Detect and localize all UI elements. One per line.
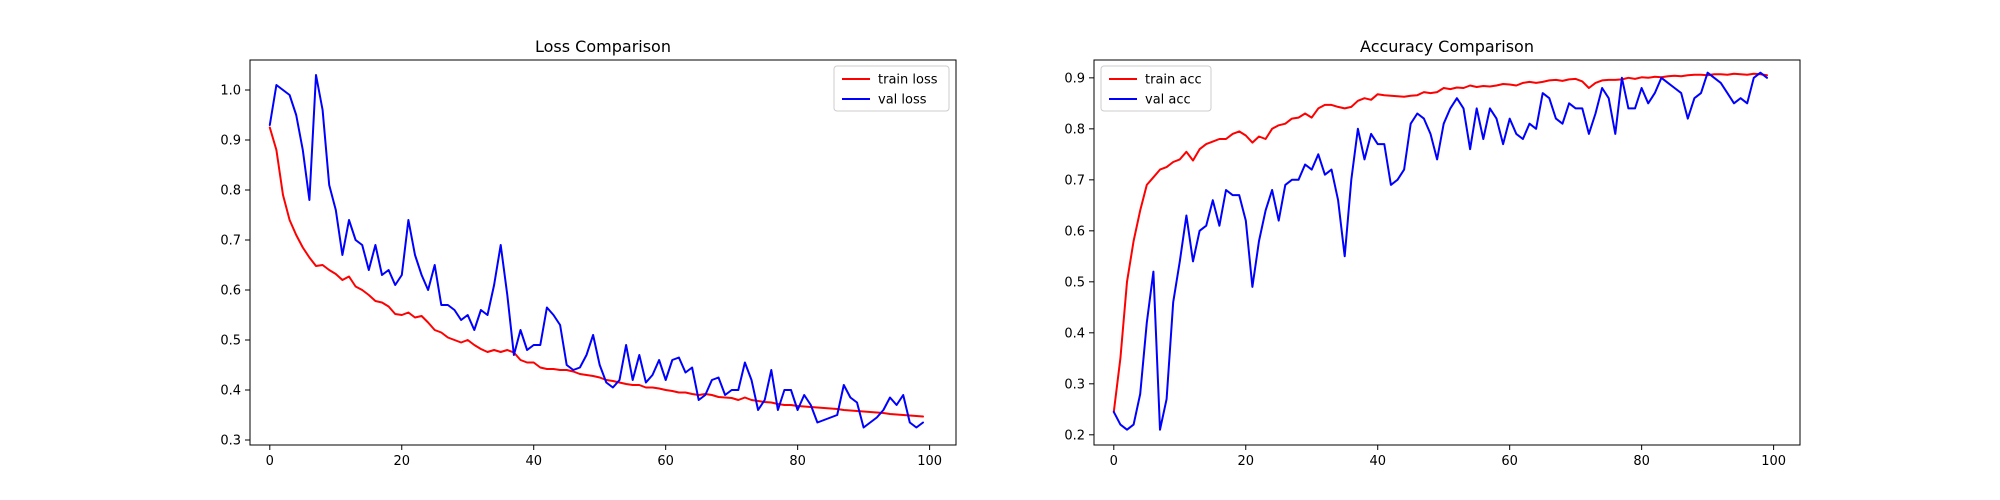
accuracy-comparison-chart: Accuracy Comparison 0 20 40 60 80 100 0.2 0.3 0.…	[1064, 37, 1801, 469]
x-tick-label: 20	[393, 454, 410, 469]
loss-comparison-chart: Loss Comparison 0 20 40 60 80 100 0.3 0.4 0.5 0.6…	[220, 37, 957, 470]
axes-frame	[1093, 59, 1801, 446]
x-tick-label: 40	[525, 454, 542, 469]
y-tick-label: 0.5	[1064, 275, 1085, 290]
x-tick-label: 40	[1369, 454, 1386, 469]
x-tick-label: 100	[917, 454, 942, 469]
y-tick-label: 0.7	[1064, 173, 1085, 188]
y-tick-label: 0.6	[1064, 224, 1085, 239]
y-tick-label: 0.5	[220, 334, 241, 349]
tick-group: 0 20 40 60 80 100 0.2 0.3 0.4 0.5 0.6 0.7 0.8 0.9	[1064, 71, 1786, 469]
tick-group: 0 20 40 60 80 100 0.3 0.4 0.5 0.6 0.7 0.8 0.9 1.0	[220, 84, 942, 470]
x-tick-label: 20	[1237, 454, 1254, 469]
series-line-val-loss	[268, 74, 924, 429]
y-tick-label: 0.8	[1064, 122, 1085, 137]
x-tick-label: 80	[789, 454, 806, 469]
y-tick-label: 0.3	[1064, 377, 1085, 392]
x-tick-label: 60	[657, 454, 674, 469]
y-tick-label: 0.4	[1064, 326, 1085, 341]
x-tick-label: 0	[266, 454, 274, 469]
y-tick-label: 0.7	[220, 234, 241, 249]
y-tick-label: 0.2	[1064, 428, 1085, 443]
x-tick-label: 0	[1110, 454, 1118, 469]
x-tick-label: 100	[1761, 454, 1786, 469]
axes-frame	[249, 59, 957, 446]
legend: train loss val loss	[833, 65, 950, 112]
y-tick-label: 0.9	[220, 134, 241, 149]
legend-label-train-acc: train acc	[1145, 73, 1202, 88]
series-line-val-acc	[1112, 71, 1768, 431]
legend-label-val-loss: val loss	[878, 93, 927, 108]
x-tick-label: 60	[1501, 454, 1518, 469]
chart-title: Loss Comparison	[535, 37, 671, 56]
plot-area	[1112, 71, 1768, 431]
y-tick-label: 1.0	[220, 84, 241, 99]
legend: train acc val acc	[1100, 65, 1212, 112]
y-tick-label: 0.3	[220, 434, 241, 449]
plot-area	[268, 74, 924, 429]
legend-label-train-loss: train loss	[878, 73, 938, 88]
y-tick-label: 0.8	[220, 184, 241, 199]
chart-title: Accuracy Comparison	[1360, 37, 1534, 56]
y-tick-label: 0.4	[220, 384, 241, 399]
x-tick-label: 80	[1633, 454, 1650, 469]
series-line-train-acc	[1112, 72, 1768, 413]
legend-label-val-acc: val acc	[1145, 93, 1191, 108]
y-tick-label: 0.6	[220, 284, 241, 299]
series-line-train-loss	[268, 126, 924, 418]
y-tick-label: 0.9	[1064, 71, 1085, 86]
